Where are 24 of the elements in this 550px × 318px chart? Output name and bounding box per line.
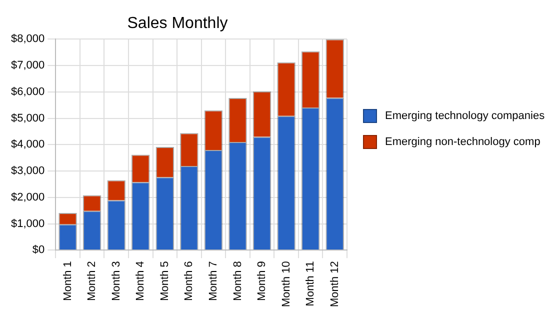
y-tick-label: $5,000	[10, 112, 45, 124]
y-tick-label: $3,000	[10, 165, 45, 178]
x-tick-label: Month 8	[232, 261, 244, 301]
x-tick-label: Month 5	[158, 261, 171, 301]
y-tick-label: $2,000	[10, 191, 45, 204]
y-tick-label: $8,000	[10, 33, 45, 46]
legend-label: Emerging non-technology comp	[385, 136, 540, 148]
x-tick-label: Month 4	[134, 261, 147, 301]
y-tick-label: $0	[32, 244, 45, 256]
x-tick-label: Month 11	[304, 261, 317, 306]
x-tick-label: Month 10	[280, 261, 292, 308]
x-tick-label: Month 3	[110, 261, 122, 301]
y-tick-label: $1,000	[10, 218, 45, 230]
x-tick-label: Month 6	[183, 261, 196, 301]
x-tick-label: Month 9	[256, 261, 268, 301]
legend-label: Emerging technology companies	[385, 110, 545, 122]
x-tick-label: Month 2	[86, 261, 98, 301]
x-tick-label: Month 7	[207, 261, 220, 301]
y-tick-label: $6,000	[10, 86, 45, 98]
chart-title: Sales Monthly	[127, 15, 228, 32]
y-tick-label: $7,000	[10, 60, 45, 72]
x-tick-label: Month 1	[62, 261, 74, 301]
y-tick-label: $4,000	[10, 138, 45, 151]
x-tick-label: Month 12	[328, 261, 341, 308]
